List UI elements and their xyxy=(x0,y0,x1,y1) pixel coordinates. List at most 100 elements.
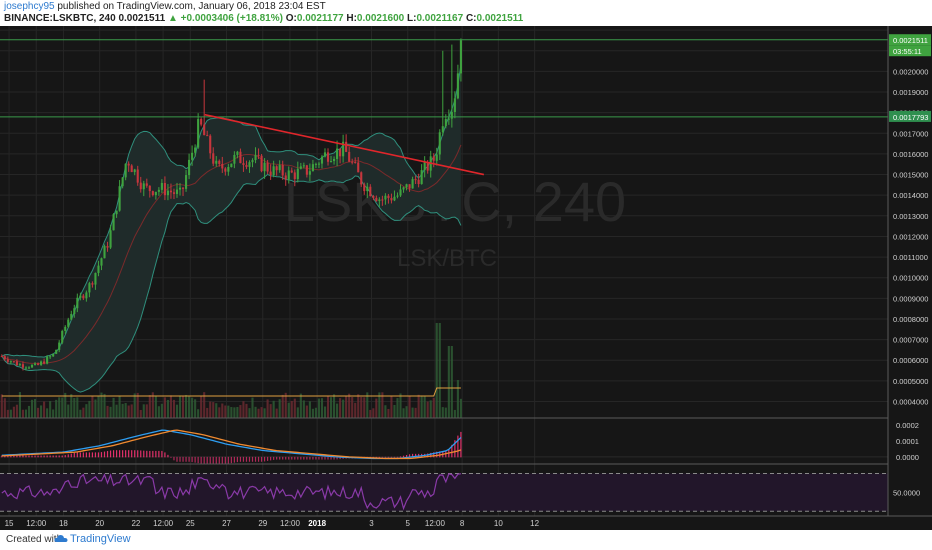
volume-bar-8 xyxy=(24,409,28,418)
volume-bar-86 xyxy=(260,407,263,418)
volume-bar-50 xyxy=(151,392,154,418)
volume-bar-149 xyxy=(450,346,453,418)
candle-body-146 xyxy=(441,126,444,133)
candle-body-4 xyxy=(12,361,15,363)
macd-hist-106 xyxy=(321,456,323,460)
author-link[interactable]: josephcy95 xyxy=(4,1,55,12)
candle-body-124 xyxy=(375,197,378,202)
macd-hist-31 xyxy=(94,452,97,458)
macd-hist-46 xyxy=(140,450,142,458)
volume-bar-107 xyxy=(323,406,327,418)
candle-body-85 xyxy=(257,154,260,156)
volume-bar-85 xyxy=(257,408,260,418)
candle-body-93 xyxy=(281,165,284,176)
candle-body-100 xyxy=(302,165,305,167)
candle-body-99 xyxy=(299,166,302,169)
time-axis[interactable]: 15 12:00 18 20 22 12:00 25 27 29 12:00 2018 3 5 12:00… xyxy=(5,519,540,528)
volume-bar-94 xyxy=(284,392,287,418)
macd-hist-70 xyxy=(212,456,214,464)
volume-bar-115 xyxy=(348,393,351,418)
candle-body-6 xyxy=(18,364,21,366)
macd-hist-101 xyxy=(306,456,308,460)
volume-bar-116 xyxy=(351,397,354,418)
macd-hist-76 xyxy=(230,456,232,464)
candle-body-15 xyxy=(46,356,49,364)
candle-body-135 xyxy=(408,184,411,189)
candle-body-66 xyxy=(200,119,203,125)
macd-hist-112 xyxy=(339,456,341,460)
time-tick-0: 15 xyxy=(5,519,14,528)
volume-bar-17 xyxy=(52,409,55,418)
candle-body-23 xyxy=(70,313,73,320)
macd-hist-143 xyxy=(433,452,435,458)
macd-hist-42 xyxy=(128,450,130,458)
candle-body-126 xyxy=(381,199,384,201)
time-tick-2: 18 xyxy=(59,519,68,528)
candle-body-145 xyxy=(438,132,441,155)
macd-pane xyxy=(0,429,888,464)
macd-hist-16 xyxy=(49,455,51,458)
candle-body-143 xyxy=(432,156,435,161)
volume-bar-103 xyxy=(311,408,314,418)
high-label: H: xyxy=(346,13,357,24)
macd-hist-144 xyxy=(436,451,438,458)
candle-body-141 xyxy=(426,162,429,171)
volume-bars xyxy=(0,323,462,418)
macd-hist-135 xyxy=(408,454,411,458)
macd-hist-9 xyxy=(28,455,30,458)
macd-axis: 0.0002 0.0001 0.0000 xyxy=(896,421,919,462)
price-tick-6: 0.0016000 xyxy=(893,150,928,159)
volume-bar-9 xyxy=(27,405,31,418)
volume-bar-150 xyxy=(453,409,456,418)
candle-body-16 xyxy=(49,356,52,358)
volume-bar-29 xyxy=(88,400,91,418)
candle-body-108 xyxy=(326,152,330,162)
volume-bar-113 xyxy=(342,399,345,418)
candle-body-61 xyxy=(185,175,188,189)
macd-hist-64 xyxy=(194,456,196,463)
volume-bar-80 xyxy=(242,401,245,418)
candle-body-42 xyxy=(127,163,130,166)
time-tick-1: 12:00 xyxy=(26,519,47,528)
candle-body-83 xyxy=(251,160,254,163)
volume-bar-74 xyxy=(224,405,227,418)
candle-body-49 xyxy=(148,185,151,192)
volume-bar-54 xyxy=(163,397,166,418)
trendline[interactable] xyxy=(204,113,485,176)
level-flag xyxy=(889,110,931,122)
volume-bar-138 xyxy=(417,394,420,418)
macd-hist-87 xyxy=(263,456,266,462)
volume-bar-143 xyxy=(432,397,435,418)
macd-hist-17 xyxy=(52,455,54,458)
time-tick-12: 5 xyxy=(406,519,411,528)
price-tick-16: 0.0006000 xyxy=(893,356,928,365)
candle-body-114 xyxy=(345,141,348,152)
tradingview-logo[interactable]: TradingView xyxy=(70,533,131,545)
macd-hist-73 xyxy=(221,456,223,464)
candle-body-80 xyxy=(242,163,245,165)
macd-hist-14 xyxy=(43,455,45,458)
candle-body-95 xyxy=(287,170,290,180)
volume-bar-5 xyxy=(15,404,18,418)
price-tick-11: 0.0011000 xyxy=(893,253,928,262)
volume-bar-41 xyxy=(124,403,127,418)
candle-body-79 xyxy=(239,151,242,164)
macd-hist-54 xyxy=(164,452,166,458)
macd-hist-102 xyxy=(309,456,311,460)
price-tick-13: 0.0009000 xyxy=(893,294,928,303)
volume-bar-99 xyxy=(299,393,302,418)
candle-body-58 xyxy=(175,189,179,194)
candle-body-20 xyxy=(61,330,64,343)
candle-body-105 xyxy=(317,163,321,165)
candle-body-139 xyxy=(420,170,423,185)
macd-hist-60 xyxy=(182,456,184,462)
candle-body-8 xyxy=(24,367,28,369)
macd-hist-3 xyxy=(10,455,12,458)
candle-body-96 xyxy=(290,170,293,173)
volume-bar-120 xyxy=(363,397,366,418)
candle-body-65 xyxy=(197,119,200,148)
volume-bar-48 xyxy=(145,404,148,418)
volume-bar-123 xyxy=(372,408,375,418)
macd-hist-128 xyxy=(387,456,390,458)
price-chart[interactable]: LSKBTC, 240 LSK/BTC 0.00210000.00200000.… xyxy=(0,26,932,530)
